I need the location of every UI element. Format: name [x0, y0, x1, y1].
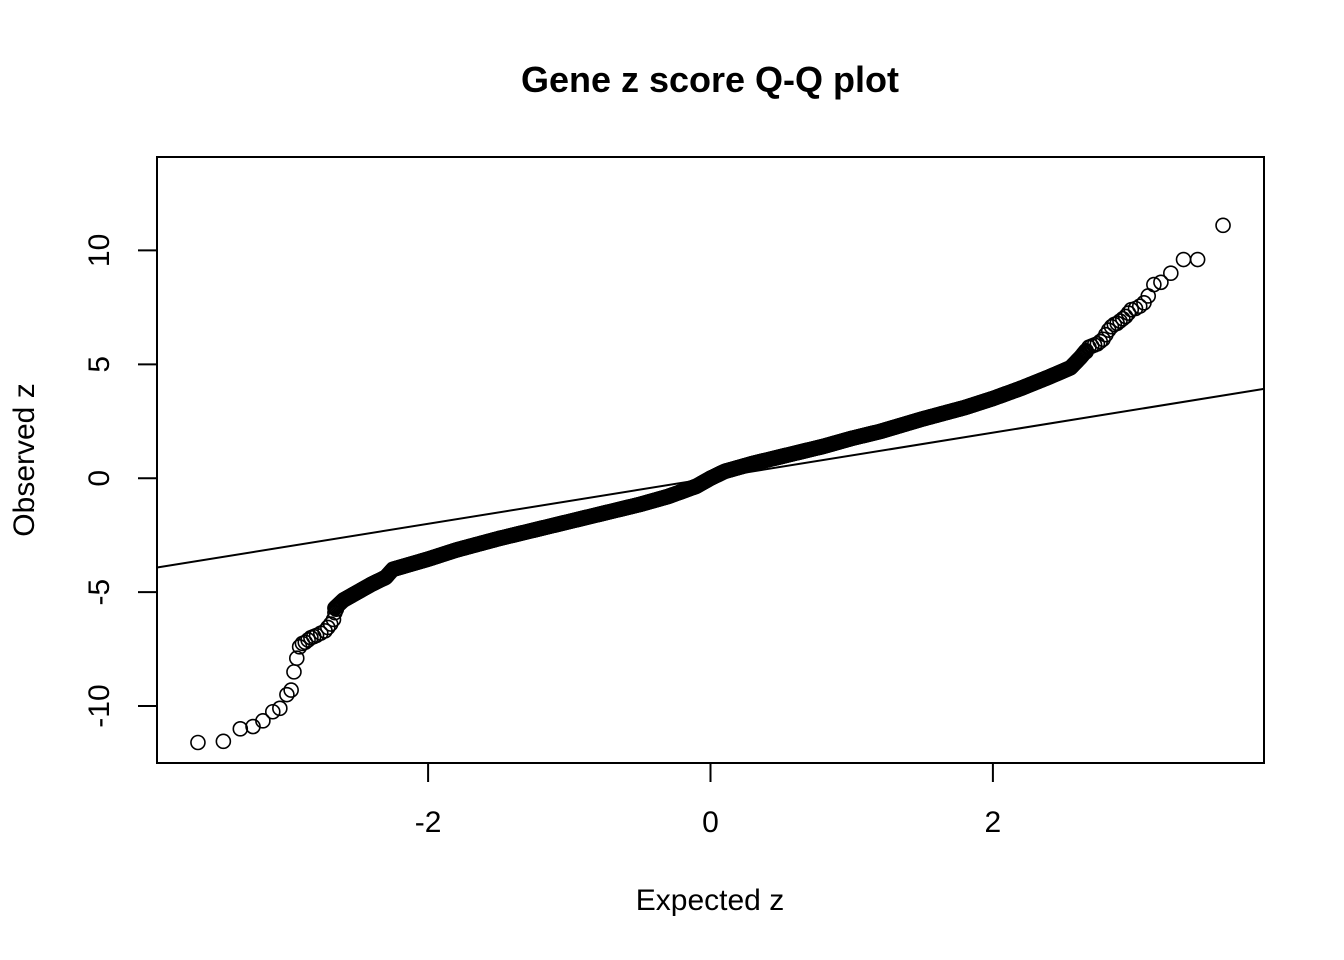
data-point [325, 611, 342, 628]
data-point [1146, 276, 1162, 293]
points-layer [190, 217, 1231, 751]
y-tick-label: 5 [83, 356, 116, 373]
data-point [279, 686, 295, 703]
data-point [215, 733, 232, 750]
data-point [232, 721, 249, 737]
data-point [1189, 251, 1206, 268]
data-point [297, 634, 314, 651]
data-point [283, 682, 299, 698]
data-point [1153, 274, 1169, 291]
data-point [190, 734, 206, 751]
data-point [1115, 310, 1131, 327]
y-tick-label: -10 [83, 684, 116, 727]
data-point [272, 700, 288, 717]
x-tick-label: 0 [702, 806, 719, 839]
data-point [322, 616, 339, 632]
y-tick-label: 10 [83, 234, 116, 267]
data-point [1098, 326, 1114, 343]
data-point [1131, 298, 1148, 315]
data-point [1089, 336, 1106, 352]
data-point [320, 619, 336, 636]
data-point [1163, 265, 1179, 281]
y-axis: -10 -5 0 5 10 [83, 234, 157, 728]
data-point [1095, 331, 1111, 348]
data-point [264, 703, 281, 720]
data-point [1073, 348, 1090, 365]
data-point [255, 713, 271, 729]
data-point [288, 650, 305, 667]
data-point [286, 664, 302, 680]
plot-frame [156, 156, 1265, 764]
data-point [328, 601, 345, 618]
x-axis: -2 0 2 [415, 763, 1001, 839]
data-point [1112, 313, 1128, 329]
data-point [1215, 217, 1231, 234]
x-tick-label: 2 [985, 806, 1002, 839]
data-point [1175, 251, 1192, 268]
chart-title: Gene z score Q-Q plot [521, 59, 899, 100]
y-tick-label: 0 [83, 470, 116, 487]
x-tick-label: -2 [415, 806, 442, 839]
x-axis-label: Expected z [636, 884, 784, 917]
y-tick-label: -5 [83, 579, 116, 606]
y-axis-label: Observed z [8, 383, 41, 536]
